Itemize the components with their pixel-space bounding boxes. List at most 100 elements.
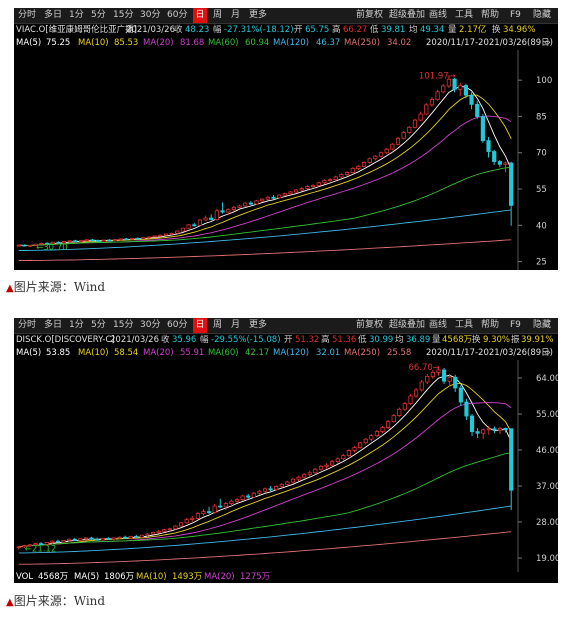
tools-button[interactable]: 工具 [455, 10, 474, 20]
candle [458, 82, 463, 96]
candle [45, 242, 50, 245]
candle [358, 442, 363, 449]
y-tick-label: 55.00 [536, 410, 558, 420]
candle [107, 239, 112, 242]
adjust-button[interactable]: 前复权 [356, 10, 384, 20]
candle [503, 161, 508, 173]
ma60-line [18, 166, 512, 247]
help-button[interactable]: 帮助 [481, 320, 500, 330]
high-value: 66.27 [343, 25, 368, 35]
candle [492, 426, 497, 434]
overlay-button[interactable]: 超级叠加 [389, 320, 426, 330]
tab-intraday[interactable]: 分时 [18, 320, 37, 330]
candle [123, 535, 128, 539]
candle [341, 454, 346, 461]
tab-more[interactable]: 更多 [249, 10, 268, 20]
candle [374, 430, 379, 438]
quote-line: VIAC.O[维亚康姆哥伦比亚广播] 2021/03/26 收 48.23 幅 … [16, 25, 536, 35]
triangle-icon: ▲ [6, 597, 14, 608]
candle [441, 83, 446, 94]
candle [469, 92, 474, 110]
tab-multi-day[interactable]: 多日 [44, 320, 63, 330]
tools-button[interactable]: 工具 [455, 320, 474, 330]
adjust-button[interactable]: 前复权 [356, 320, 384, 330]
ma5-line [18, 374, 512, 548]
y-tick-label: 28.00 [536, 518, 558, 528]
candle [251, 492, 256, 498]
tab-60min[interactable]: 60分 [167, 10, 188, 20]
tab-60min[interactable]: 60分 [167, 320, 188, 330]
candle [56, 241, 61, 244]
candle [118, 238, 123, 241]
candle [380, 426, 385, 434]
y-tick-label: 64.00 [536, 374, 558, 384]
candle [117, 536, 122, 540]
candle [28, 244, 33, 248]
candle [425, 374, 430, 384]
f9-button[interactable]: F9 [510, 320, 521, 330]
tab-5min[interactable]: 5分 [91, 10, 106, 20]
candle [175, 230, 180, 234]
hide-button[interactable]: 隐藏 [533, 10, 552, 20]
draw-button[interactable]: 画线 [429, 320, 448, 330]
tab-more[interactable]: 更多 [249, 320, 268, 330]
tab-monthly[interactable]: 月 [231, 320, 241, 330]
candle [402, 402, 407, 411]
candle [124, 237, 129, 241]
candle [78, 538, 83, 542]
candle [363, 438, 368, 445]
f9-button[interactable]: F9 [510, 10, 521, 20]
candle [497, 160, 502, 168]
ma120-line [18, 209, 512, 251]
tab-daily[interactable]: 日 [193, 318, 207, 333]
candle [397, 407, 402, 418]
candle [390, 143, 395, 151]
tab-weekly[interactable]: 周 [213, 320, 223, 330]
candle [418, 111, 423, 122]
candle [299, 187, 304, 192]
candle [492, 149, 497, 165]
candle [101, 239, 106, 242]
nav-arrows-icon[interactable]: ‹› [544, 348, 551, 358]
candle [458, 385, 463, 406]
hide-button[interactable]: 隐藏 [533, 320, 552, 330]
ma120-line [18, 505, 512, 554]
candle [128, 535, 133, 539]
candle [419, 380, 424, 392]
nav-arrows-icon[interactable]: ‹› [544, 38, 551, 48]
candle [429, 97, 435, 107]
candle [316, 181, 321, 187]
candle [83, 537, 89, 541]
help-button[interactable]: 帮助 [481, 10, 500, 20]
avg-value: 36.89 [406, 335, 431, 345]
tab-daily[interactable]: 日 [193, 8, 207, 23]
candle [369, 434, 374, 442]
change-value: -27.31%(-18.12) [224, 25, 294, 35]
tab-monthly[interactable]: 月 [231, 10, 241, 20]
tab-intraday[interactable]: 分时 [18, 10, 37, 20]
turnover-value: 34.96% [503, 25, 536, 35]
tab-weekly[interactable]: 周 [213, 10, 223, 20]
candle [240, 494, 245, 501]
tab-30min[interactable]: 30分 [140, 320, 161, 330]
candle [277, 194, 282, 199]
tab-15min[interactable]: 15分 [113, 10, 134, 20]
tab-multi-day[interactable]: 多日 [44, 10, 63, 20]
draw-button[interactable]: 画线 [429, 10, 448, 20]
ma5-line [18, 85, 512, 247]
ma10-line [18, 94, 512, 247]
candlestick-chart-viac: 100 85 70 55 40 25 101.97→ ←30.70 [16, 50, 552, 270]
tab-30min[interactable]: 30分 [140, 10, 161, 20]
candle [234, 498, 240, 503]
tab-1min[interactable]: 1分 [69, 10, 84, 20]
tab-1min[interactable]: 1分 [69, 320, 84, 330]
overlay-button[interactable]: 超级叠加 [389, 10, 426, 20]
candle [313, 468, 318, 475]
tab-15min[interactable]: 15分 [113, 320, 134, 330]
tab-5min[interactable]: 5分 [91, 320, 106, 330]
y-tick-label: 40 [536, 221, 547, 231]
candle [430, 370, 435, 379]
candle [453, 374, 458, 392]
candle [265, 196, 270, 201]
quote-date: 2021/03/26 [126, 25, 175, 35]
